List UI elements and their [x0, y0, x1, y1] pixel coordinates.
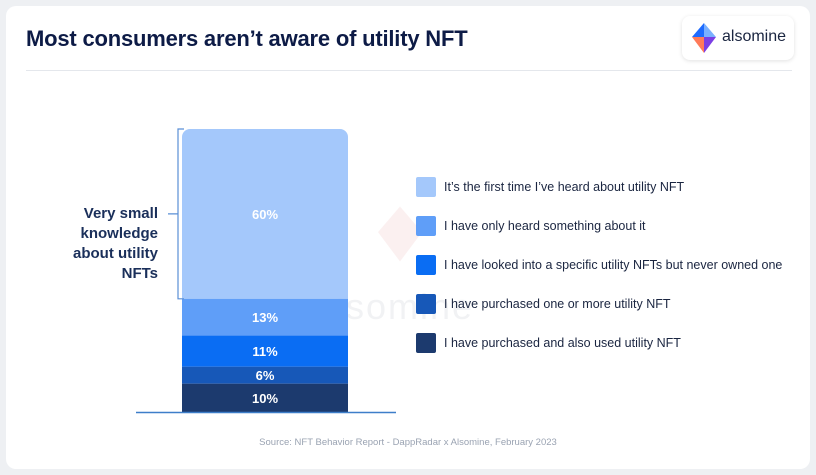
legend-label: I have purchased and also used utility N…	[444, 336, 681, 350]
legend-item-2[interactable]: I have only heard something about it	[416, 215, 646, 237]
legend-swatch	[416, 294, 436, 314]
bar-segment-4[interactable]	[182, 366, 348, 384]
legend-label: I have only heard something about it	[444, 219, 646, 233]
legend-swatch	[416, 216, 436, 236]
bracket-line	[168, 128, 184, 300]
bracket-label: Very small knowledge about utility NFTs	[73, 205, 158, 282]
data-label-4: 6%	[256, 368, 275, 383]
data-label-1: 60%	[252, 207, 278, 222]
stacked-bar-chart: 60% 13% 11% 6% 10%	[136, 128, 396, 414]
data-label-5: 10%	[252, 391, 278, 406]
legend-item-3[interactable]: I have looked into a specific utility NF…	[416, 254, 782, 276]
bar-segment-2[interactable]	[182, 298, 348, 336]
legend-item-5[interactable]: I have purchased and also used utility N…	[416, 332, 681, 354]
header-divider	[26, 70, 792, 71]
watermark-diamond-icon	[378, 206, 422, 262]
bar-segment-1[interactable]	[182, 129, 348, 299]
bar-segment-3[interactable]	[182, 335, 348, 367]
bar-segment-5[interactable]	[182, 383, 348, 412]
legend-label: I have looked into a specific utility NF…	[444, 258, 783, 272]
chart-card: Most consumers aren’t aware of utility N…	[6, 6, 810, 469]
legend-swatch	[416, 177, 436, 197]
data-label-2: 13%	[252, 310, 278, 325]
legend-label: It’s the first time I’ve heard about uti…	[444, 180, 685, 194]
legend-item-4[interactable]: I have purchased one or more utility NFT	[416, 293, 671, 315]
page-title: Most consumers aren’t aware of utility N…	[26, 26, 468, 51]
data-label-3: 11%	[252, 344, 278, 359]
legend-label: I have purchased one or more utility NFT	[444, 297, 671, 311]
brand-name: alsomine	[722, 28, 787, 45]
legend-swatch	[416, 333, 436, 353]
source-note: Source: NFT Behavior Report - DappRadar …	[259, 437, 557, 448]
brand-logo[interactable]: alsomine	[682, 16, 794, 60]
legend-swatch	[416, 255, 436, 275]
legend-item-1[interactable]: It’s the first time I’ve heard about uti…	[416, 176, 684, 198]
alsomine-diamond-logo-icon	[692, 23, 716, 53]
